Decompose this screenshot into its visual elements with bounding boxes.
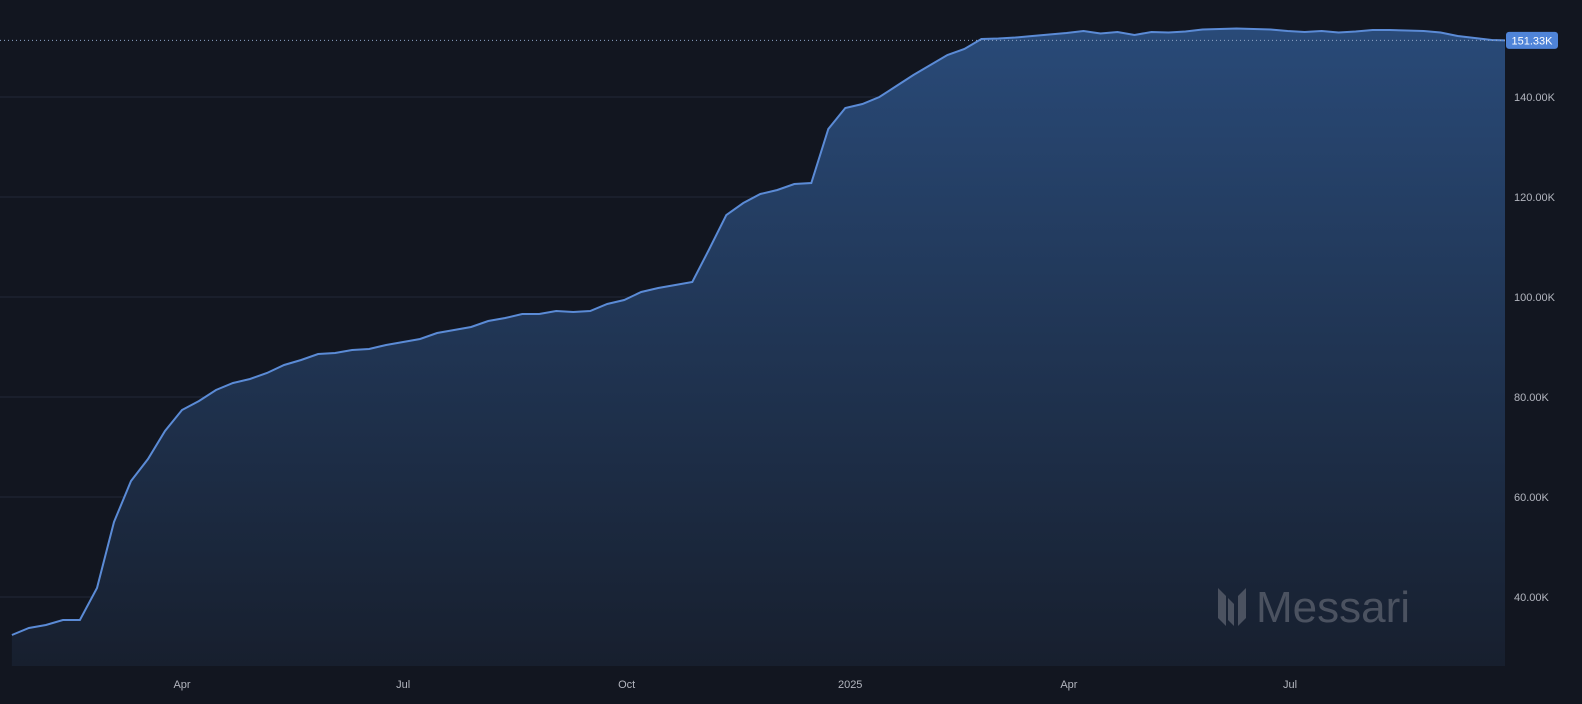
y-tick-label: 60.00K [1514, 492, 1550, 504]
y-axis: 40.00K 60.00K 80.00K 100.00K 120.00K 140.00K [1514, 92, 1556, 604]
y-tick-label: 120.00K [1514, 192, 1556, 204]
y-tick-label: 80.00K [1514, 392, 1550, 404]
watermark-logo: Messari [1218, 583, 1410, 632]
y-tick-label: 40.00K [1514, 592, 1550, 604]
x-tick-label: Jul [1283, 679, 1297, 691]
y-tick-label: 100.00K [1514, 292, 1556, 304]
watermark-text: Messari [1256, 583, 1410, 632]
x-tick-label: 2025 [838, 679, 862, 691]
y-tick-label: 140.00K [1514, 92, 1556, 104]
x-tick-label: Jul [396, 679, 410, 691]
x-tick-label: Apr [1060, 679, 1077, 691]
x-tick-label: Oct [618, 679, 635, 691]
series-area [11, 28, 1505, 666]
last-value-badge: 151.33K [1506, 31, 1558, 49]
last-value-label: 151.33K [1512, 35, 1554, 47]
x-axis: Apr Jul Oct 2025 Apr Jul [173, 679, 1297, 691]
x-tick-label: Apr [173, 679, 190, 691]
series-line [11, 27, 1505, 636]
messari-logo-icon [1218, 588, 1226, 626]
